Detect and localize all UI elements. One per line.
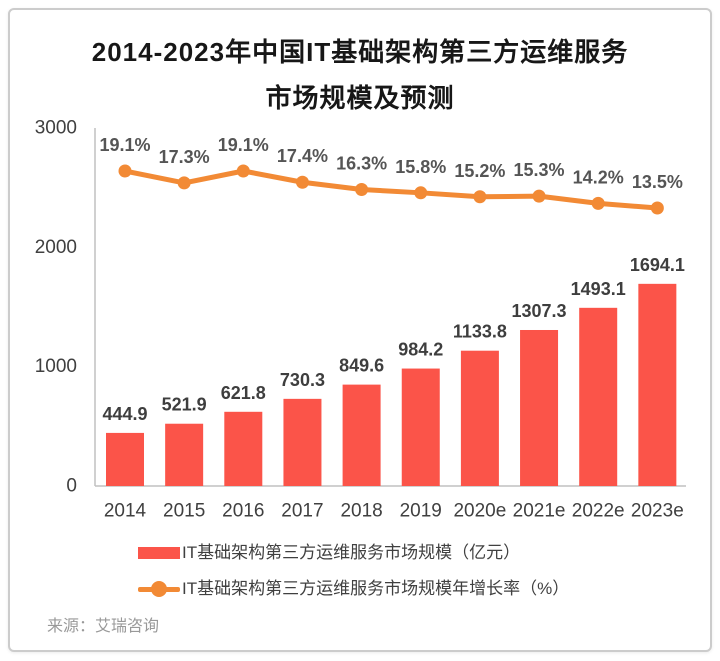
bar-series-swatch-icon [138, 547, 180, 559]
bar-2018 [342, 384, 381, 486]
bar-value-label: 621.8 [221, 383, 266, 403]
bar-2015 [165, 423, 204, 486]
bar-value-label: 1133.8 [453, 322, 507, 342]
y-axis-tick-label: 1000 [35, 356, 77, 377]
x-axis-label-2019: 2019 [400, 501, 442, 522]
bar-value-label: 1493.1 [571, 279, 626, 299]
x-axis-label-2016: 2016 [222, 501, 264, 522]
bar-value-label: 1307.3 [512, 301, 567, 321]
growth-marker-2019 [414, 186, 428, 200]
legend-label-growth-rate: IT基础架构第三方运维服务市场规模年增长率（%） [182, 579, 570, 598]
growth-marker-2021e [532, 189, 546, 203]
bar-value-label: 984.2 [398, 340, 443, 360]
bar-value-label: 730.3 [280, 370, 325, 390]
growth-marker-2014 [118, 164, 132, 178]
y-axis-tick-label: 3000 [35, 118, 77, 139]
source-note: 来源：艾瑞咨询 [47, 618, 160, 635]
chart-card: 0 1000 2000 3000 444.9 521.9 621.8 730.3 849.6 98… [8, 8, 712, 652]
bar-2023e [638, 283, 677, 486]
growth-marker-2023e [650, 201, 664, 215]
growth-value-label: 19.1% [99, 135, 150, 155]
x-axis-label-2015: 2015 [163, 501, 205, 522]
legend-item-growth-rate: IT基础架构第三方运维服务市场规模年增长率（%） [138, 577, 569, 601]
bar-2016 [224, 411, 263, 486]
growth-value-label: 19.1% [218, 135, 269, 155]
bar-2022e [579, 307, 618, 486]
bar-value-label: 849.6 [339, 356, 384, 376]
x-axis-label-2022e: 2022e [572, 501, 625, 522]
growth-marker-2016 [236, 164, 250, 178]
bar-2019 [401, 368, 440, 486]
growth-rate-line [122, 168, 660, 211]
growth-marker-2015 [177, 176, 191, 190]
growth-value-label: 15.3% [514, 160, 565, 180]
chart-title-line2: 市场规模及预测 [265, 83, 455, 113]
chart-legend: IT基础架构第三方运维服务市场规模（亿元） IT基础架构第三方运维服务市场规模年… [138, 541, 569, 613]
bar-2020e [460, 350, 499, 486]
y-axis-tick-label: 0 [66, 476, 77, 497]
bar-value-label: 521.9 [162, 395, 207, 415]
bar-value-label: 444.9 [102, 404, 147, 424]
bar-2014 [106, 432, 144, 486]
growth-marker-2017 [295, 175, 309, 189]
growth-marker-2020e [473, 190, 487, 204]
line-series-swatch-icon [138, 577, 180, 601]
bar-2021e [520, 329, 559, 486]
bar-2017 [283, 398, 322, 486]
growth-value-label: 13.5% [632, 172, 683, 192]
growth-value-label: 14.2% [573, 167, 624, 187]
growth-value-label: 15.2% [454, 161, 505, 181]
combo-chart: 0 1000 2000 3000 444.9 521.9 621.8 730.3 849.6 98… [35, 118, 686, 522]
x-axis-label-2023e: 2023e [631, 501, 684, 522]
y-axis-tick-label: 2000 [35, 237, 77, 258]
line-swatch-dot [151, 581, 167, 597]
growth-value-label: 15.8% [395, 157, 446, 177]
x-axis-label-2018: 2018 [340, 501, 382, 522]
growth-marker-2018 [355, 183, 369, 197]
legend-label-market-size: IT基础架构第三方运维服务市场规模（亿元） [182, 543, 521, 562]
growth-value-label: 17.4% [277, 146, 328, 166]
chart-title-line1: 2014-2023年中国IT基础架构第三方运维服务 [91, 37, 629, 67]
x-axis-label-2014: 2014 [104, 501, 147, 522]
x-axis-label-2021e: 2021e [513, 501, 566, 522]
legend-item-market-size: IT基础架构第三方运维服务市场规模（亿元） [138, 541, 569, 565]
bar-value-label: 1694.1 [630, 255, 685, 275]
x-axis-label-2017: 2017 [281, 501, 323, 522]
x-axis-label-2020e: 2020e [453, 501, 506, 522]
growth-value-label: 17.3% [159, 147, 210, 167]
growth-marker-2022e [591, 196, 605, 210]
growth-value-label: 16.3% [336, 154, 387, 174]
chart-title: 2014-2023年中国IT基础架构第三方运维服务 市场规模及预测 [10, 29, 710, 121]
